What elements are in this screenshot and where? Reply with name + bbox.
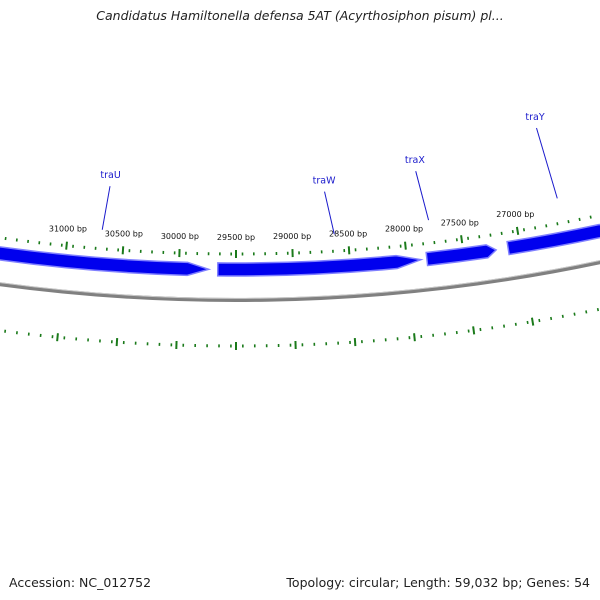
inner-minor-ticks	[4, 307, 600, 348]
major-tick	[121, 246, 125, 255]
tick-label: 27000 bp	[496, 210, 534, 219]
gene-label-line	[324, 191, 335, 235]
major-tick	[413, 333, 416, 342]
major-tick	[515, 226, 520, 235]
gene-label-traU: traU	[100, 170, 120, 181]
tick-label: 27500 bp	[441, 218, 479, 227]
minor-tick	[522, 228, 526, 232]
minor-tick	[567, 220, 570, 224]
tick-label: 28500 bp	[329, 229, 367, 238]
tick-label: 31000 bp	[49, 225, 87, 234]
gene-labels: traU traW traX traY	[100, 112, 558, 235]
tick-label: 30500 bp	[105, 229, 143, 238]
tick-labels: 31000 bp 30500 bp 30000 bp 29500 bp 29000 bp…	[49, 210, 534, 242]
map-title: Candidatus Hamiltonella defensa 5AT (Acy…	[96, 8, 504, 23]
minor-tick	[538, 318, 541, 323]
minor-tick	[585, 310, 588, 314]
major-tick	[404, 241, 407, 250]
major-ticks	[56, 226, 535, 350]
minor-tick	[561, 314, 564, 318]
accession-text: Accession: NC_012752	[9, 575, 152, 590]
major-tick	[530, 317, 535, 326]
backbone-highlight	[0, 259, 600, 299]
gene-label-line	[536, 127, 558, 199]
minor-tick	[534, 226, 537, 230]
gene-arrow-traY	[506, 223, 600, 256]
minor-tick	[573, 312, 576, 316]
major-tick	[56, 333, 59, 342]
gene-arrow-traW	[216, 254, 424, 277]
backbone	[0, 259, 600, 302]
gene-label-traY: traY	[525, 112, 544, 123]
gene-label-line	[101, 186, 111, 230]
gene-label-traW: traW	[313, 176, 336, 187]
gene-label-traX: traX	[405, 155, 425, 166]
minor-tick	[578, 217, 581, 222]
outer-minor-ticks	[4, 215, 592, 256]
minor-tick	[545, 224, 548, 228]
major-tick	[353, 338, 357, 347]
minor-tick	[550, 316, 553, 321]
tick-label: 29000 bp	[273, 232, 311, 241]
backbone-arc	[0, 260, 600, 302]
tick-label: 29500 bp	[217, 233, 255, 242]
gene-arrow-traX	[425, 244, 498, 267]
major-tick	[65, 241, 68, 250]
major-tick	[347, 246, 351, 255]
minor-tick	[589, 215, 592, 219]
major-tick	[115, 338, 119, 347]
gene-arrow-traU	[0, 246, 212, 277]
genes	[0, 223, 600, 277]
major-tick	[460, 235, 464, 244]
minor-tick	[556, 222, 559, 226]
gene-label-line	[415, 171, 430, 221]
tick-label: 28000 bp	[385, 225, 423, 234]
major-tick	[472, 326, 476, 335]
minor-tick	[596, 307, 600, 312]
tick-label: 30000 bp	[161, 232, 199, 241]
topology-summary: Topology: circular; Length: 59,032 bp; G…	[286, 575, 590, 590]
